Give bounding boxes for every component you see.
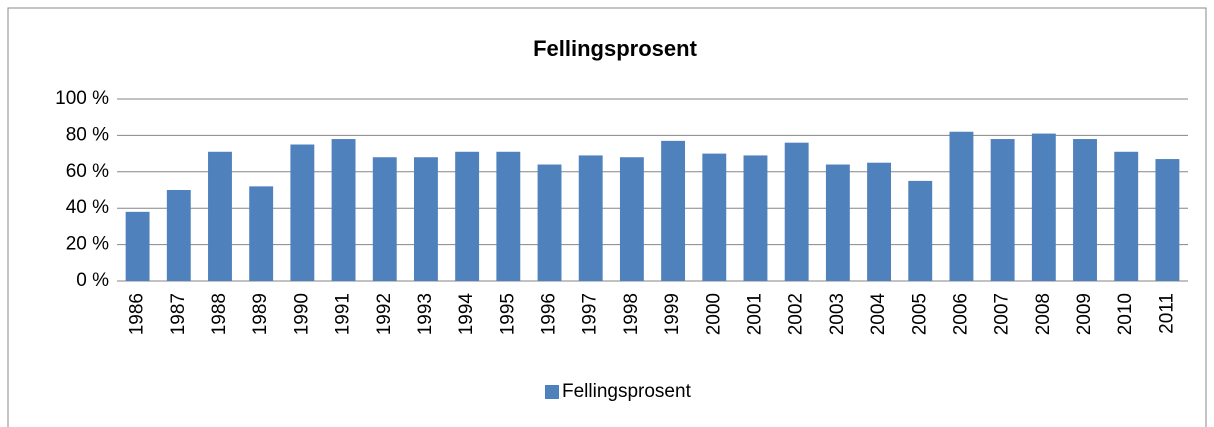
x-tick-label: 1995 [497,293,518,335]
x-tick-label: 1993 [415,293,436,335]
bar [578,155,603,281]
x-tick-label: 1988 [209,293,230,335]
y-tick-label: 20 % [66,234,109,255]
bar [825,164,850,281]
bar [1073,139,1097,281]
x-tick-label: 2003 [827,293,848,335]
y-tick-label: 60 % [66,161,109,182]
x-tick-label: 2004 [868,293,889,336]
bar [1114,151,1139,281]
y-tick-label: 100 % [55,88,109,109]
legend-label: Fellingsprosent [562,381,692,402]
y-tick-label: 0 % [76,270,109,291]
x-tick-label: 2009 [1074,293,1095,335]
x-tick-label: 1991 [333,293,354,335]
legend-swatch [545,385,559,399]
x-tick-label: 2005 [909,293,930,335]
bar [537,164,562,281]
bar [331,139,356,281]
bar [743,155,768,281]
x-tick-label: 1986 [127,293,148,335]
bar [208,151,232,281]
x-tick-label: 2001 [744,293,765,335]
x-tick-label: 1994 [456,293,477,336]
x-tick-label: 2002 [786,293,807,335]
bar [455,151,480,281]
bar [372,157,397,281]
bar [908,180,933,281]
bar [496,151,521,281]
bar [702,153,727,281]
x-tick-label: 1990 [291,293,312,335]
bar [867,162,892,281]
chart-title: Fellingsprosent [533,36,697,61]
bar [619,157,644,281]
bar [1031,133,1056,281]
x-tick-label: 1999 [662,293,683,335]
x-tick-label: 2006 [950,293,971,335]
chart-border [7,7,1207,427]
x-tick-label: 2011 [1156,293,1177,334]
bar [949,131,974,281]
bar [784,142,809,281]
x-tick-label: 1989 [250,293,271,335]
bar [166,190,191,281]
x-tick-label: 1987 [168,293,189,335]
bar [990,139,1015,281]
x-tick-label: 2000 [703,293,724,335]
y-tick-label: 80 % [66,124,109,145]
x-tick-label: 1996 [539,293,560,335]
bar [290,144,315,281]
bar [125,211,150,281]
x-tick-label: 2010 [1115,293,1136,335]
x-tick-label: 1998 [621,293,642,335]
bar [661,140,686,281]
x-tick-label: 1997 [580,293,601,335]
y-tick-label: 40 % [66,197,109,218]
x-tick-label: 2007 [992,293,1013,335]
x-tick-label: 2008 [1033,293,1054,335]
x-tick-label: 1992 [374,293,395,335]
bar [249,186,274,281]
bar [1155,159,1180,281]
bar [413,157,438,281]
